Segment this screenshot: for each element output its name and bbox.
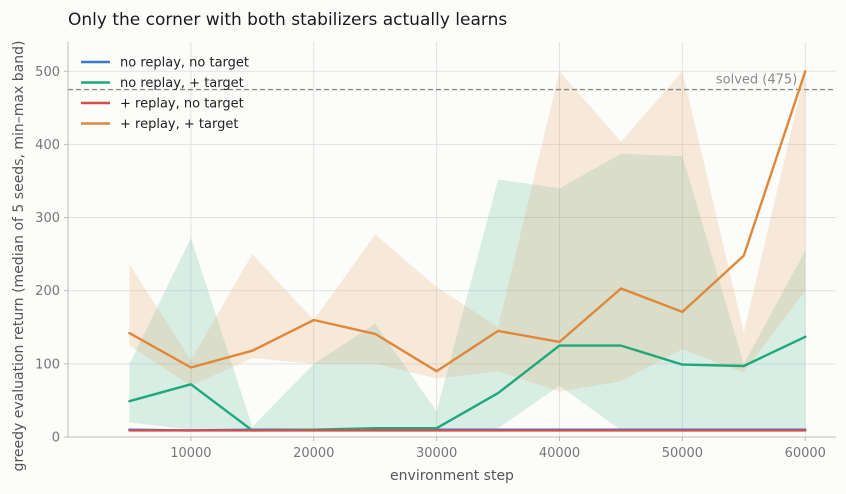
y-tick-label: 400 (35, 138, 60, 153)
grid (68, 42, 836, 438)
legend-label-1: no replay, + target (120, 76, 244, 91)
x-tick-label: 40000 (539, 446, 580, 461)
legend: no replay, no target no replay, + target +… (81, 56, 249, 132)
x-tick-label: 20000 (293, 446, 334, 461)
legend-label-3: + replay, + target (120, 117, 238, 132)
series-lines (128, 70, 807, 432)
chart-title: Only the corner with both stabilizers ac… (68, 10, 507, 30)
series-line-1 (128, 335, 807, 432)
x-tick-label: 10000 (170, 446, 211, 461)
legend-label-2: + replay, no target (120, 97, 244, 112)
y-tick-label: 500 (35, 65, 60, 80)
axes: 0 100 200 300 400 500 10000 20000 30000 40000 5000… (35, 42, 836, 461)
y-tick-label: 300 (35, 211, 60, 226)
y-tick-label: 0 (52, 431, 60, 446)
x-tick-label: 60000 (785, 446, 826, 461)
series-band-1 (129, 153, 806, 431)
y-tick-label: 200 (35, 284, 60, 299)
x-tick-label: 50000 (662, 446, 703, 461)
series-line-3 (128, 70, 807, 373)
legend-label-0: no replay, no target (120, 56, 249, 71)
series-band-3 (129, 71, 806, 392)
y-tick-label: 100 (35, 357, 60, 372)
reference-line-group: solved (475) (68, 73, 836, 91)
x-tick-label: 30000 (416, 446, 457, 461)
x-axis-label: environment step (390, 468, 514, 484)
y-axis-label: greedy evaluation return (median of 5 se… (11, 41, 27, 472)
solved-reference-label: solved (475) (716, 73, 797, 88)
